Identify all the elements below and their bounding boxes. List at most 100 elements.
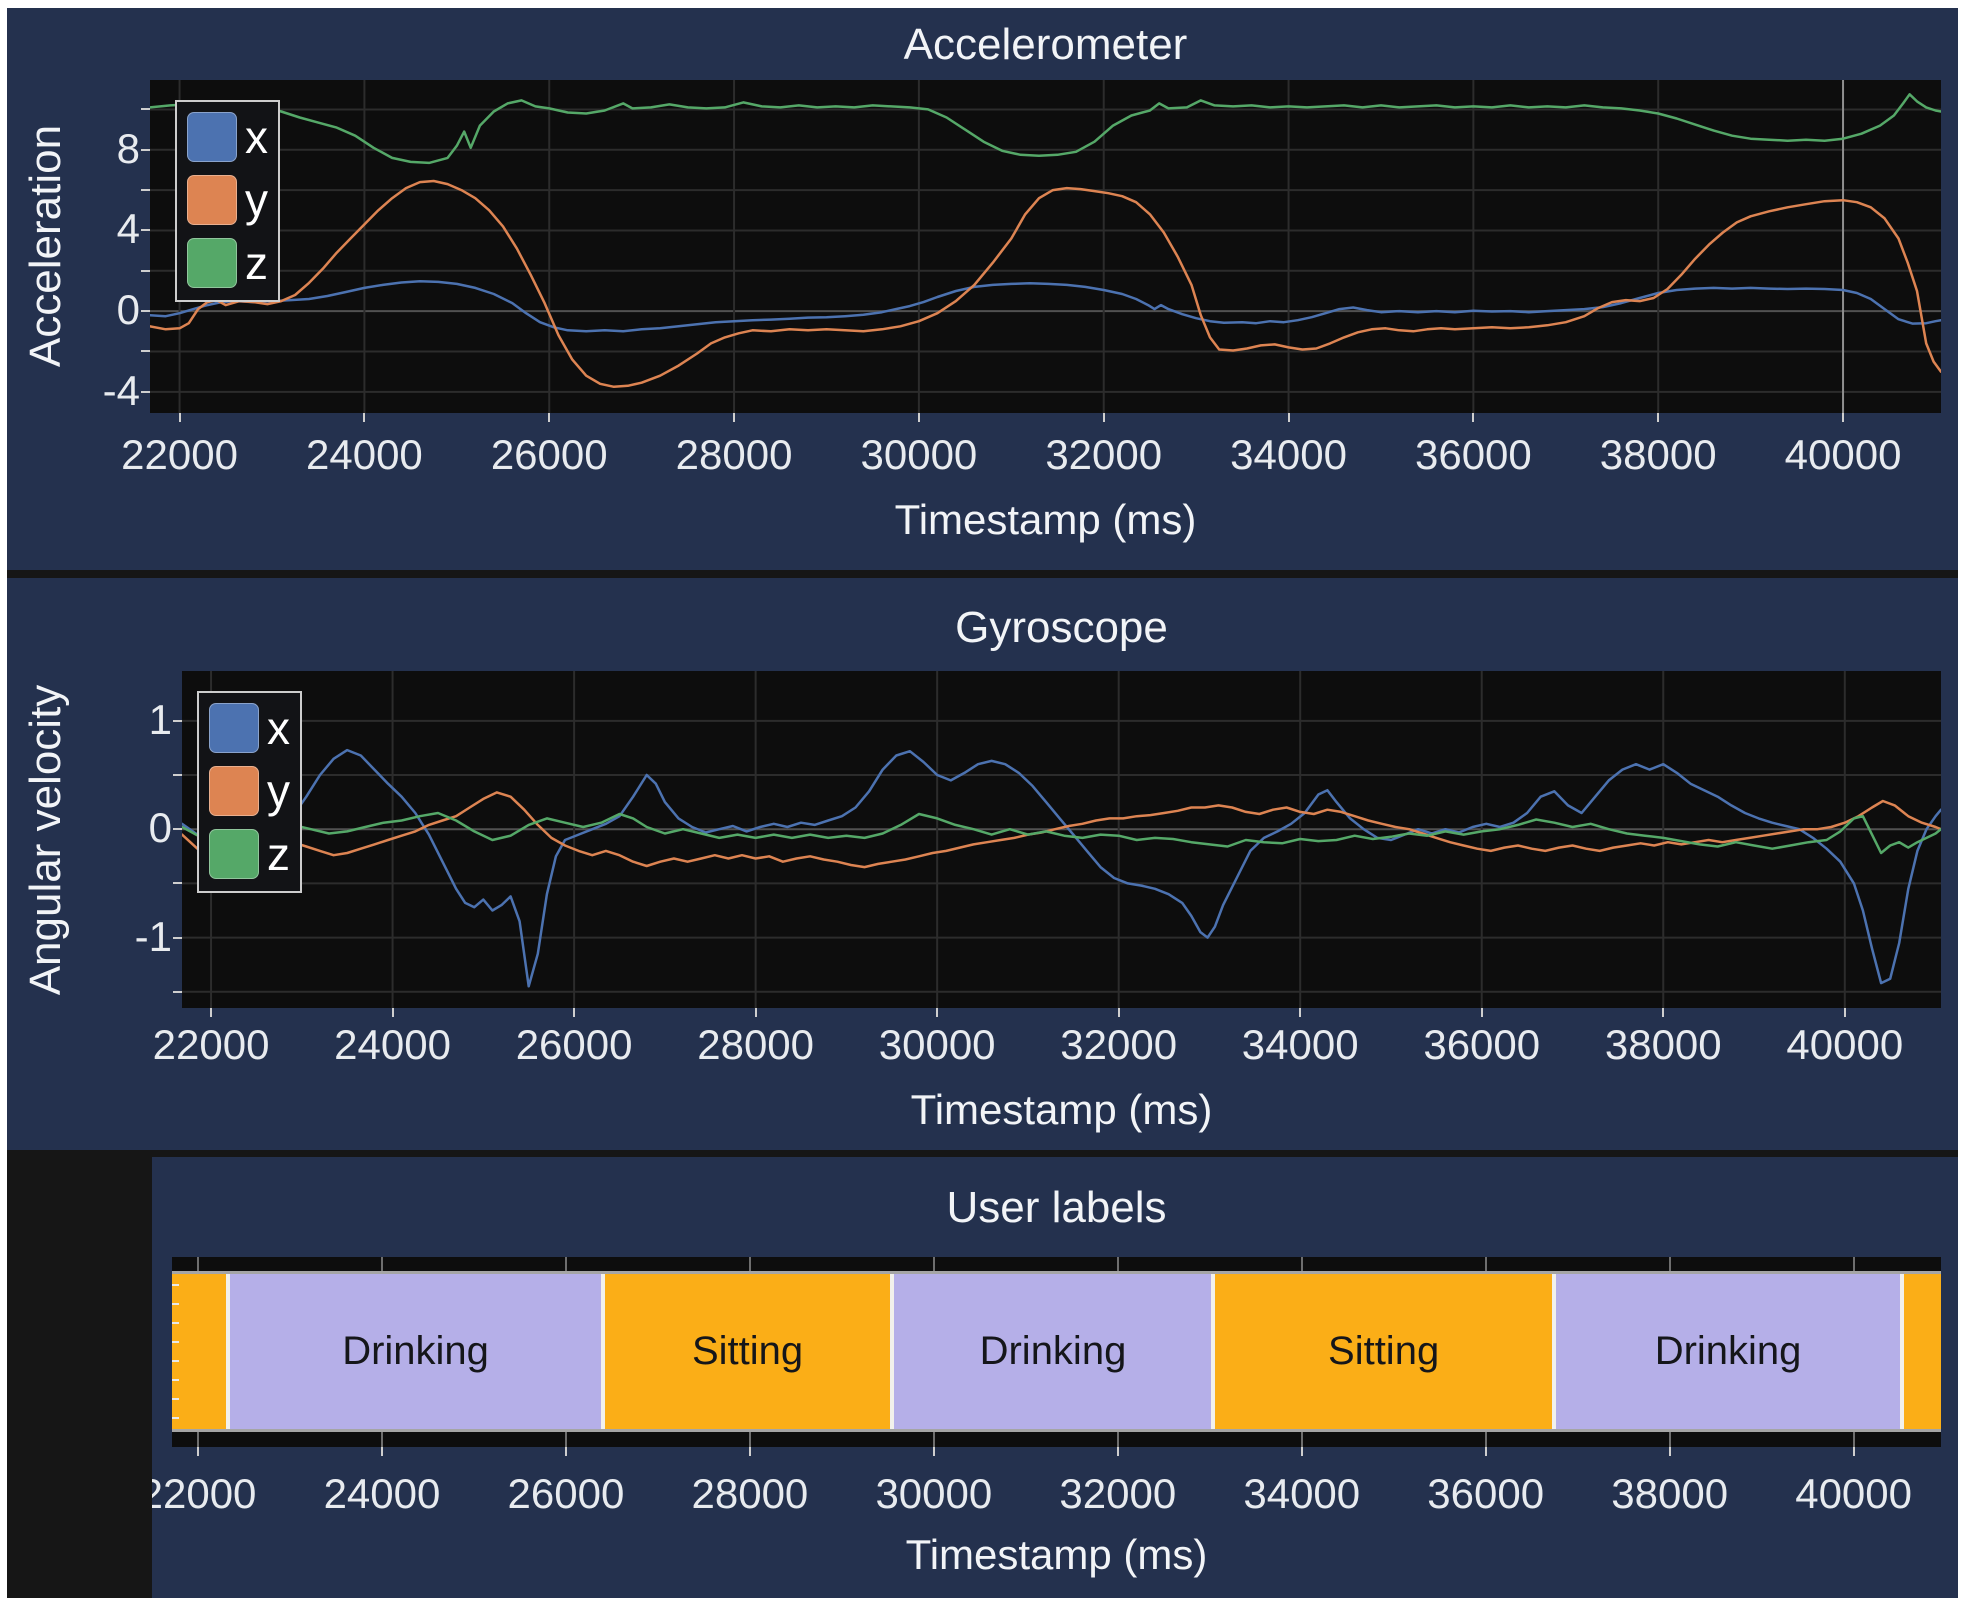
legend-label-z: z [267,828,290,880]
x-tick-label-38000: 38000 [1599,431,1717,478]
y-tick-mark-0.5 [173,774,182,777]
y-tick-mark-6 [141,189,150,192]
y-tick-mark-2 [141,269,150,272]
legend-item-x[interactable]: x [187,112,268,162]
x-tick-label-40000: 40000 [1795,1470,1913,1517]
x-tick-mark-38000 [1657,413,1660,422]
x-tick-mark-24000 [363,413,366,422]
x-tick-mark-36000 [1480,1008,1483,1017]
accelerometer-plot-area[interactable] [150,80,1941,413]
x-tick-label-32000: 32000 [1045,431,1163,478]
y-tick-label-4: 4 [116,205,140,253]
activity-segment-sitting-0[interactable] [172,1274,227,1429]
user-labels-x-axis-label: Timestamp (ms) [905,1531,1208,1578]
x-tick-mark-26000 [548,413,551,422]
y-tick-mark-8 [141,148,150,151]
y-tick-mark--2 [141,350,150,353]
gyroscope-title: Gyroscope [955,603,1168,652]
legend-label-x: x [267,702,290,754]
x-tick-mark-36000 [1472,413,1475,422]
series-line-x[interactable] [182,748,1941,988]
x-tick-mark-34000 [1300,1447,1303,1456]
y-tick-label-8: 8 [116,124,140,172]
x-tick-mark-32000 [1117,1008,1120,1017]
gyroscope-svg[interactable] [182,671,1941,1008]
series-line-z[interactable] [182,811,1941,855]
activity-segment-drinking-3[interactable]: Drinking [894,1274,1212,1429]
legend-item-z[interactable]: z [187,238,268,288]
y-tick-mark-0 [141,310,150,313]
series-line-z[interactable] [150,93,1941,165]
activity-segment-sitting-4[interactable]: Sitting [1215,1274,1552,1429]
x-tick-label-26000: 26000 [507,1470,625,1517]
x-tick-mark-26000 [573,1008,576,1017]
x-tick-label-24000: 24000 [305,431,423,478]
x-tick-label-22000: 22000 [152,1470,257,1517]
bar-bottom-rule [172,1429,1941,1432]
x-tick-label-30000: 30000 [860,431,978,478]
accelerometer-x-axis-label: Timestamp (ms) [894,496,1197,543]
x-tick-mark-34000 [1299,1008,1302,1017]
bar-y-minitick-5 [172,1379,179,1381]
y-tick-mark--4 [141,390,150,393]
x-tick-mark-32000 [1102,413,1105,422]
dashboard-content: Accelerometer Acceleration Timestamp (ms… [7,8,1958,1598]
x-tick-label-38000: 38000 [1604,1021,1722,1068]
activity-segment-drinking-1[interactable]: Drinking [230,1274,601,1429]
x-tick-label-38000: 38000 [1611,1470,1729,1517]
panel-user-labels: User labels Timestamp (ms) Drinking Sitti… [152,1157,1958,1598]
x-tick-label-30000: 30000 [875,1470,993,1517]
gyroscope-plot-area[interactable] [182,671,1941,1008]
x-tick-label-34000: 34000 [1230,431,1347,478]
accelerometer-svg[interactable] [150,80,1941,413]
x-tick-mark-30000 [932,1447,935,1456]
legend-item-z[interactable]: z [209,829,290,879]
series-line-y[interactable] [150,179,1941,389]
series-line-y[interactable] [182,791,1941,869]
legend-item-y[interactable]: y [187,175,268,225]
x-tick-label-34000: 34000 [1241,1021,1359,1068]
y-tick-label--4: -4 [102,366,140,414]
legend-swatch-x [209,703,259,753]
legend-item-y[interactable]: y [209,766,290,816]
series-line-x[interactable] [150,280,1941,333]
legend-item-x[interactable]: x [209,703,290,753]
user-labels-plot-area[interactable]: Drinking Sitting Drinking Sitting Drinking [172,1257,1941,1447]
x-tick-mark-36000 [1484,1447,1487,1456]
y-tick-label--1: -1 [134,912,172,960]
x-tick-label-26000: 26000 [515,1021,633,1068]
activity-segment-drinking-5[interactable]: Drinking [1555,1274,1901,1429]
bar-y-minitick-6 [172,1398,179,1400]
x-tick-label-28000: 28000 [675,431,793,478]
x-tick-label-24000: 24000 [334,1021,451,1068]
x-tick-label-32000: 32000 [1060,1021,1178,1068]
panel-gyroscope: Gyroscope Angular velocity Timestamp (ms… [7,578,1958,1150]
gyroscope-x-axis-label: Timestamp (ms) [910,1086,1213,1133]
x-tick-label-24000: 24000 [323,1470,441,1517]
x-tick-label-26000: 26000 [490,431,608,478]
legend-swatch-y [187,175,237,225]
y-tick-label-0: 0 [148,804,172,852]
x-tick-label-22000: 22000 [121,431,238,478]
activity-segment-sitting-2[interactable]: Sitting [604,1274,891,1429]
x-tick-label-22000: 22000 [152,1021,270,1068]
x-tick-label-30000: 30000 [878,1021,996,1068]
bar-y-minitick-2 [172,1322,179,1324]
x-tick-label-28000: 28000 [697,1021,815,1068]
y-tick-label-1: 1 [148,695,172,743]
x-tick-label-28000: 28000 [691,1470,809,1517]
x-tick-mark-22000 [210,1008,213,1017]
bar-y-minitick-0 [172,1284,179,1286]
x-tick-label-36000: 36000 [1414,431,1532,478]
activity-segment-sitting-6[interactable] [1904,1274,1941,1429]
x-tick-mark-26000 [564,1447,567,1456]
x-tick-label-32000: 32000 [1059,1470,1177,1517]
x-tick-mark-38000 [1662,1008,1665,1017]
y-tick-mark-0 [173,828,182,831]
accelerometer-title: Accelerometer [903,20,1188,69]
x-tick-mark-30000 [936,1008,939,1017]
x-tick-label-36000: 36000 [1427,1470,1545,1517]
